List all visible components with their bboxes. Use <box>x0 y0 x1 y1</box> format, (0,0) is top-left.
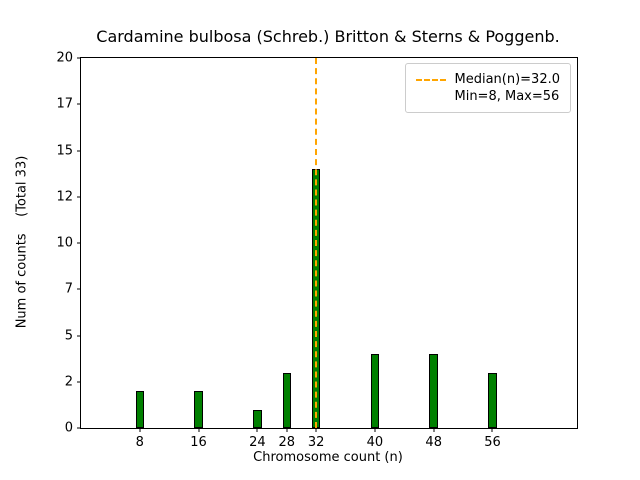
x-tick-label: 24 <box>249 435 266 450</box>
x-tick <box>198 428 200 432</box>
plot-area: Median(n)=32.0 Min=8, Max=56 0 2 5 7 10 12 15 1… <box>56 51 578 450</box>
y-tick-label: 20 <box>56 50 73 66</box>
x-tick <box>433 428 435 432</box>
x-tick <box>139 428 141 432</box>
bar <box>429 354 438 428</box>
y-tick <box>77 381 81 383</box>
x-axis-label: Chromosome count (n) <box>253 450 403 465</box>
legend: Median(n)=32.0 Min=8, Max=56 <box>405 63 571 113</box>
y-tick-label: 15 <box>56 143 73 158</box>
y-tick <box>77 196 81 198</box>
bar <box>488 372 497 428</box>
x-tick <box>286 428 288 432</box>
y-tick-label: 2 <box>64 374 73 390</box>
bar <box>253 409 262 428</box>
y-tick-label: 7 <box>64 281 73 297</box>
legend-label-minmax: Min=8, Max=56 <box>454 89 560 104</box>
x-tick-label: 56 <box>484 435 501 450</box>
median-dash-icon <box>416 78 447 81</box>
x-tick <box>374 428 376 432</box>
x-tick-label: 8 <box>135 435 144 450</box>
legend-label-median: Median(n)=32.0 <box>454 72 560 87</box>
y-tick <box>77 427 81 429</box>
y-tick-label: 5 <box>64 328 73 343</box>
y-axis-label: Num of counts (Total 33) <box>14 155 30 329</box>
bar <box>194 391 203 428</box>
y-tick <box>77 103 81 105</box>
x-tick <box>315 428 317 432</box>
x-tick-label: 16 <box>190 435 207 450</box>
x-tick-label: 32 <box>307 435 325 450</box>
x-tick <box>256 428 258 432</box>
y-tick <box>77 57 81 59</box>
x-tick <box>491 428 493 432</box>
y-tick <box>77 242 81 244</box>
y-tick <box>77 288 81 290</box>
x-tick-label: 28 <box>278 435 296 450</box>
median-line <box>315 58 318 428</box>
y-tick-label: 17 <box>56 96 73 112</box>
y-tick <box>77 150 81 151</box>
bar <box>135 391 144 428</box>
y-tick-label: 12 <box>56 189 73 205</box>
bar <box>282 372 291 428</box>
chart-title: Cardamine bulbosa (Schreb.) Britton & St… <box>96 27 560 46</box>
y-tick <box>77 335 81 336</box>
legend-row: Median(n)=32.0 <box>416 72 560 87</box>
x-tick-label: 48 <box>425 435 442 450</box>
legend-row: Min=8, Max=56 <box>416 89 560 104</box>
y-tick-label: 0 <box>64 420 73 436</box>
x-tick-label: 40 <box>366 435 384 450</box>
y-tick-label: 10 <box>56 235 73 251</box>
bar <box>370 354 380 428</box>
